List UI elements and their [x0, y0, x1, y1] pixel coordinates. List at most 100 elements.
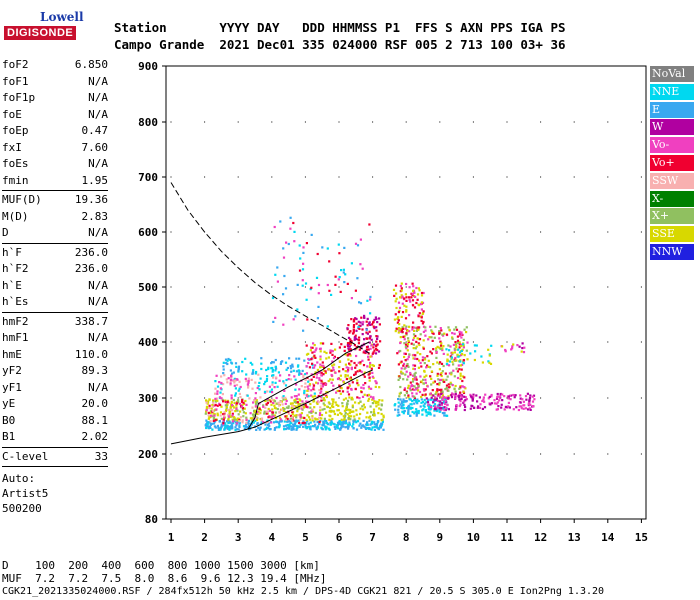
- echo-point: [212, 416, 216, 419]
- echo-point: [245, 421, 248, 425]
- echo-point: [258, 428, 261, 431]
- echo-point: [251, 417, 254, 420]
- echo-point: [450, 394, 453, 397]
- echo-point: [253, 409, 256, 412]
- grid-dot: [640, 453, 642, 455]
- echo-point: [272, 320, 275, 323]
- grid-dot: [304, 176, 306, 178]
- echo-point: [249, 417, 252, 420]
- grid-dot: [237, 231, 239, 233]
- echo-point: [235, 383, 239, 387]
- echo-point: [279, 374, 282, 377]
- echo-point: [216, 414, 219, 417]
- x-tick-label: 12: [534, 531, 547, 544]
- echo-point: [267, 426, 270, 430]
- echo-point: [355, 329, 358, 332]
- echo-point: [330, 421, 333, 424]
- echo-point: [309, 288, 312, 291]
- echo-point: [525, 398, 528, 401]
- param-value: 33: [94, 449, 108, 463]
- echo-point: [404, 293, 407, 296]
- echo-point: [425, 366, 428, 369]
- echo-point: [264, 423, 267, 426]
- echo-point: [298, 373, 301, 376]
- x-tick-label: 11: [500, 531, 514, 544]
- echo-point: [288, 419, 291, 422]
- echo-point: [275, 417, 278, 420]
- echo-point: [422, 339, 425, 342]
- echo-point: [343, 422, 346, 425]
- grid-dot: [170, 453, 172, 455]
- echo-point: [409, 371, 412, 375]
- echo-point: [412, 347, 415, 350]
- echo-point: [399, 284, 402, 288]
- echo-point: [340, 418, 343, 421]
- echo-point: [420, 365, 423, 368]
- echo-point: [322, 398, 325, 401]
- echo-point: [411, 400, 414, 403]
- legend-item-nne: NNE: [650, 83, 694, 100]
- echo-point: [406, 378, 409, 381]
- echo-point: [344, 411, 347, 415]
- echo-point: [311, 416, 314, 419]
- echo-point: [369, 405, 372, 408]
- echo-point: [332, 400, 335, 403]
- echo-point: [319, 371, 322, 374]
- echo-point: [406, 363, 409, 366]
- echo-point: [417, 366, 420, 369]
- echo-point: [423, 357, 426, 360]
- echo-point: [409, 300, 412, 303]
- echo-point: [250, 378, 253, 381]
- echo-point: [476, 406, 479, 409]
- echo-point: [291, 402, 294, 405]
- echo-point: [363, 375, 366, 378]
- echo-point: [495, 408, 498, 411]
- echo-point: [230, 398, 233, 401]
- echo-point: [319, 406, 322, 409]
- echo-point: [228, 412, 231, 415]
- echo-point: [367, 385, 370, 388]
- echo-point: [231, 412, 234, 415]
- echo-point: [363, 316, 366, 319]
- echo-point: [238, 380, 241, 383]
- echo-point: [242, 401, 245, 404]
- echo-point: [516, 344, 519, 347]
- echo-point: [378, 399, 381, 402]
- echo-point: [296, 408, 299, 411]
- echo-point: [207, 417, 210, 420]
- echo-point: [245, 418, 248, 421]
- echo-point: [409, 414, 412, 417]
- echo-point: [283, 408, 286, 411]
- grid-dot: [271, 286, 273, 288]
- echo-point: [442, 407, 445, 410]
- echo-point: [362, 320, 365, 324]
- echo-point: [282, 256, 286, 259]
- echo-point: [324, 371, 327, 374]
- echo-point: [342, 271, 345, 274]
- echo-point: [332, 410, 335, 413]
- echo-point: [330, 381, 333, 384]
- echo-point: [292, 369, 295, 372]
- echo-point: [237, 365, 241, 368]
- grid-dot: [204, 341, 206, 343]
- muf-row: MUF 7.2 7.2 7.5 8.0 8.6 9.6 12.3 19.4 [M…: [2, 572, 327, 585]
- echo-point: [504, 348, 507, 352]
- echo-point: [500, 406, 503, 409]
- echo-point: [355, 413, 358, 416]
- grid-dot: [170, 341, 172, 343]
- echo-point: [317, 305, 320, 308]
- param-value: 338.7: [74, 314, 108, 328]
- echo-point: [523, 346, 526, 349]
- echo-point: [290, 422, 293, 425]
- echo-point: [493, 399, 496, 402]
- echo-point: [212, 412, 215, 415]
- echo-point: [409, 381, 412, 384]
- echo-point: [375, 317, 378, 321]
- echo-point: [418, 312, 421, 315]
- echo-point: [354, 387, 357, 390]
- echo-point: [463, 403, 466, 406]
- echo-point: [286, 423, 289, 427]
- echo-point: [337, 404, 340, 407]
- echo-point: [311, 363, 314, 367]
- echo-point: [345, 366, 348, 369]
